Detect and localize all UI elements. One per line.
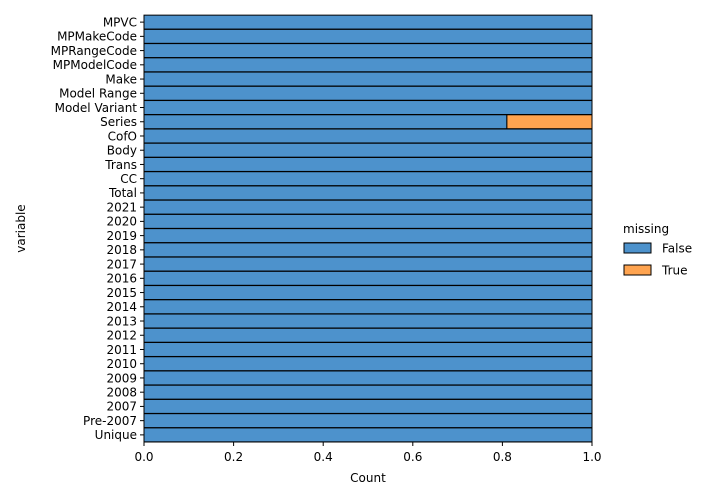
y-tick-label: 2010 bbox=[106, 357, 137, 371]
y-tick-label: Make bbox=[105, 72, 137, 86]
legend: missing False True bbox=[623, 222, 692, 278]
bar-2011-false bbox=[143, 342, 593, 357]
legend-swatch-true bbox=[623, 264, 652, 276]
legend-title: missing bbox=[623, 222, 669, 236]
x-tick-label: 1.0 bbox=[582, 450, 601, 464]
y-tick-label: MPRangeCode bbox=[51, 44, 137, 58]
bar-series-true bbox=[506, 114, 593, 130]
y-tick-label: 2014 bbox=[106, 300, 137, 314]
y-tick-label: 2007 bbox=[106, 400, 137, 414]
y-tick-label: 2013 bbox=[106, 314, 137, 328]
y-tick-label: 2019 bbox=[106, 229, 137, 243]
y-ticks: MPVCMPMakeCodeMPRangeCodeMPModelCodeMake… bbox=[51, 15, 144, 442]
bar-2009-false bbox=[143, 370, 593, 386]
bar-pre-2007-false bbox=[143, 413, 593, 429]
legend-label-true: True bbox=[661, 264, 688, 278]
bars-layer bbox=[143, 14, 593, 443]
y-tick-label: MPModelCode bbox=[53, 58, 137, 72]
y-tick-label: CC bbox=[120, 172, 137, 186]
x-tick-label: 0.6 bbox=[403, 450, 422, 464]
bar-2013-false bbox=[143, 313, 593, 329]
y-tick-label: 2008 bbox=[106, 385, 137, 399]
y-tick-label: CofO bbox=[108, 129, 137, 143]
y-tick-label: 2011 bbox=[106, 343, 137, 357]
y-tick-label: 2017 bbox=[106, 257, 137, 271]
y-tick-label: 2015 bbox=[106, 286, 137, 300]
y-tick-label: MPMakeCode bbox=[57, 30, 137, 44]
y-tick-label: 2021 bbox=[106, 200, 137, 214]
y-tick-label: 2018 bbox=[106, 243, 137, 257]
legend-swatch-false bbox=[623, 242, 652, 254]
y-tick-label: Body bbox=[107, 144, 137, 158]
y-tick-label: Model Range bbox=[59, 87, 137, 101]
x-tick-label: 0.2 bbox=[224, 450, 243, 464]
bar-model-range-false bbox=[143, 85, 593, 101]
bar-unique-false bbox=[143, 427, 593, 443]
y-tick-label: 2016 bbox=[106, 272, 137, 286]
x-axis-label: Count bbox=[350, 471, 386, 485]
y-tick-label: 2012 bbox=[106, 329, 137, 343]
bar-2014-false bbox=[143, 299, 593, 315]
x-tick-label: 0.4 bbox=[314, 450, 333, 464]
legend-label-false: False bbox=[662, 242, 692, 256]
y-tick-label: Trans bbox=[104, 158, 137, 172]
bar-2019-false bbox=[143, 228, 593, 244]
bar-make-false bbox=[143, 71, 593, 87]
bar-2020-false bbox=[143, 213, 593, 229]
bar-mpvc-false bbox=[143, 14, 593, 30]
bar-2008-false bbox=[143, 384, 593, 400]
bar-body-false bbox=[143, 142, 593, 158]
bar-trans-false bbox=[143, 156, 593, 172]
y-tick-label: 2009 bbox=[106, 371, 137, 385]
y-tick-label: Model Variant bbox=[55, 101, 138, 115]
y-tick-label: Unique bbox=[95, 428, 137, 442]
bar-mpmakecode-false bbox=[143, 28, 593, 44]
bar-series-false bbox=[143, 114, 508, 130]
bar-2012-false bbox=[143, 327, 593, 343]
y-tick-label: 2020 bbox=[106, 215, 137, 229]
bar-cofo-false bbox=[143, 128, 593, 144]
bar-cc-false bbox=[143, 171, 593, 187]
y-axis-label: variable bbox=[14, 204, 28, 252]
bar-2021-false bbox=[143, 199, 593, 215]
y-tick-label: Pre-2007 bbox=[83, 414, 137, 428]
bar-2018-false bbox=[143, 242, 593, 258]
bar-mpmodelcode-false bbox=[143, 57, 593, 73]
bar-2016-false bbox=[143, 270, 593, 286]
axes-layer bbox=[143, 15, 592, 443]
bar-model-variant-false bbox=[143, 100, 593, 115]
bar-2010-false bbox=[143, 356, 593, 372]
y-tick-label: Total bbox=[108, 186, 137, 200]
bar-2007-false bbox=[143, 398, 593, 414]
x-tick-label: 0.8 bbox=[493, 450, 512, 464]
bar-2017-false bbox=[143, 256, 593, 272]
x-tick-label: 0.0 bbox=[134, 450, 153, 464]
y-tick-label: MPVC bbox=[103, 15, 137, 29]
bar-total-false bbox=[143, 185, 593, 201]
y-tick-label: Series bbox=[100, 115, 137, 129]
bar-mprangecode-false bbox=[143, 43, 593, 59]
bar-2015-false bbox=[143, 285, 593, 301]
x-ticks: 0.0 0.2 0.4 0.6 0.8 1.0 bbox=[134, 442, 602, 464]
